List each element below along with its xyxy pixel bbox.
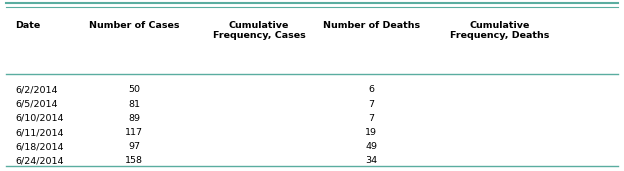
- Text: 158: 158: [125, 156, 143, 166]
- Text: 6/10/2014: 6/10/2014: [16, 114, 64, 123]
- Text: Cumulative
Frequency, Deaths: Cumulative Frequency, Deaths: [449, 21, 549, 40]
- Text: 19: 19: [365, 128, 378, 137]
- Text: 97: 97: [128, 142, 140, 151]
- Text: 81: 81: [128, 100, 140, 109]
- Text: 6: 6: [368, 86, 374, 95]
- Text: Number of Deaths: Number of Deaths: [323, 21, 420, 30]
- Text: 6/18/2014: 6/18/2014: [16, 142, 64, 151]
- Text: Date: Date: [16, 21, 41, 30]
- Text: 117: 117: [125, 128, 143, 137]
- Text: 6/5/2014: 6/5/2014: [16, 100, 58, 109]
- Text: Cumulative
Frequency, Cases: Cumulative Frequency, Cases: [213, 21, 305, 40]
- Text: 6/11/2014: 6/11/2014: [16, 128, 64, 137]
- Text: 6/24/2014: 6/24/2014: [16, 156, 64, 166]
- Text: 34: 34: [365, 156, 378, 166]
- Text: 50: 50: [128, 86, 140, 95]
- Text: 7: 7: [368, 114, 374, 123]
- Text: 6/2/2014: 6/2/2014: [16, 86, 58, 95]
- Text: 89: 89: [128, 114, 140, 123]
- Text: 7: 7: [368, 100, 374, 109]
- Text: 49: 49: [365, 142, 378, 151]
- Text: Number of Cases: Number of Cases: [89, 21, 180, 30]
